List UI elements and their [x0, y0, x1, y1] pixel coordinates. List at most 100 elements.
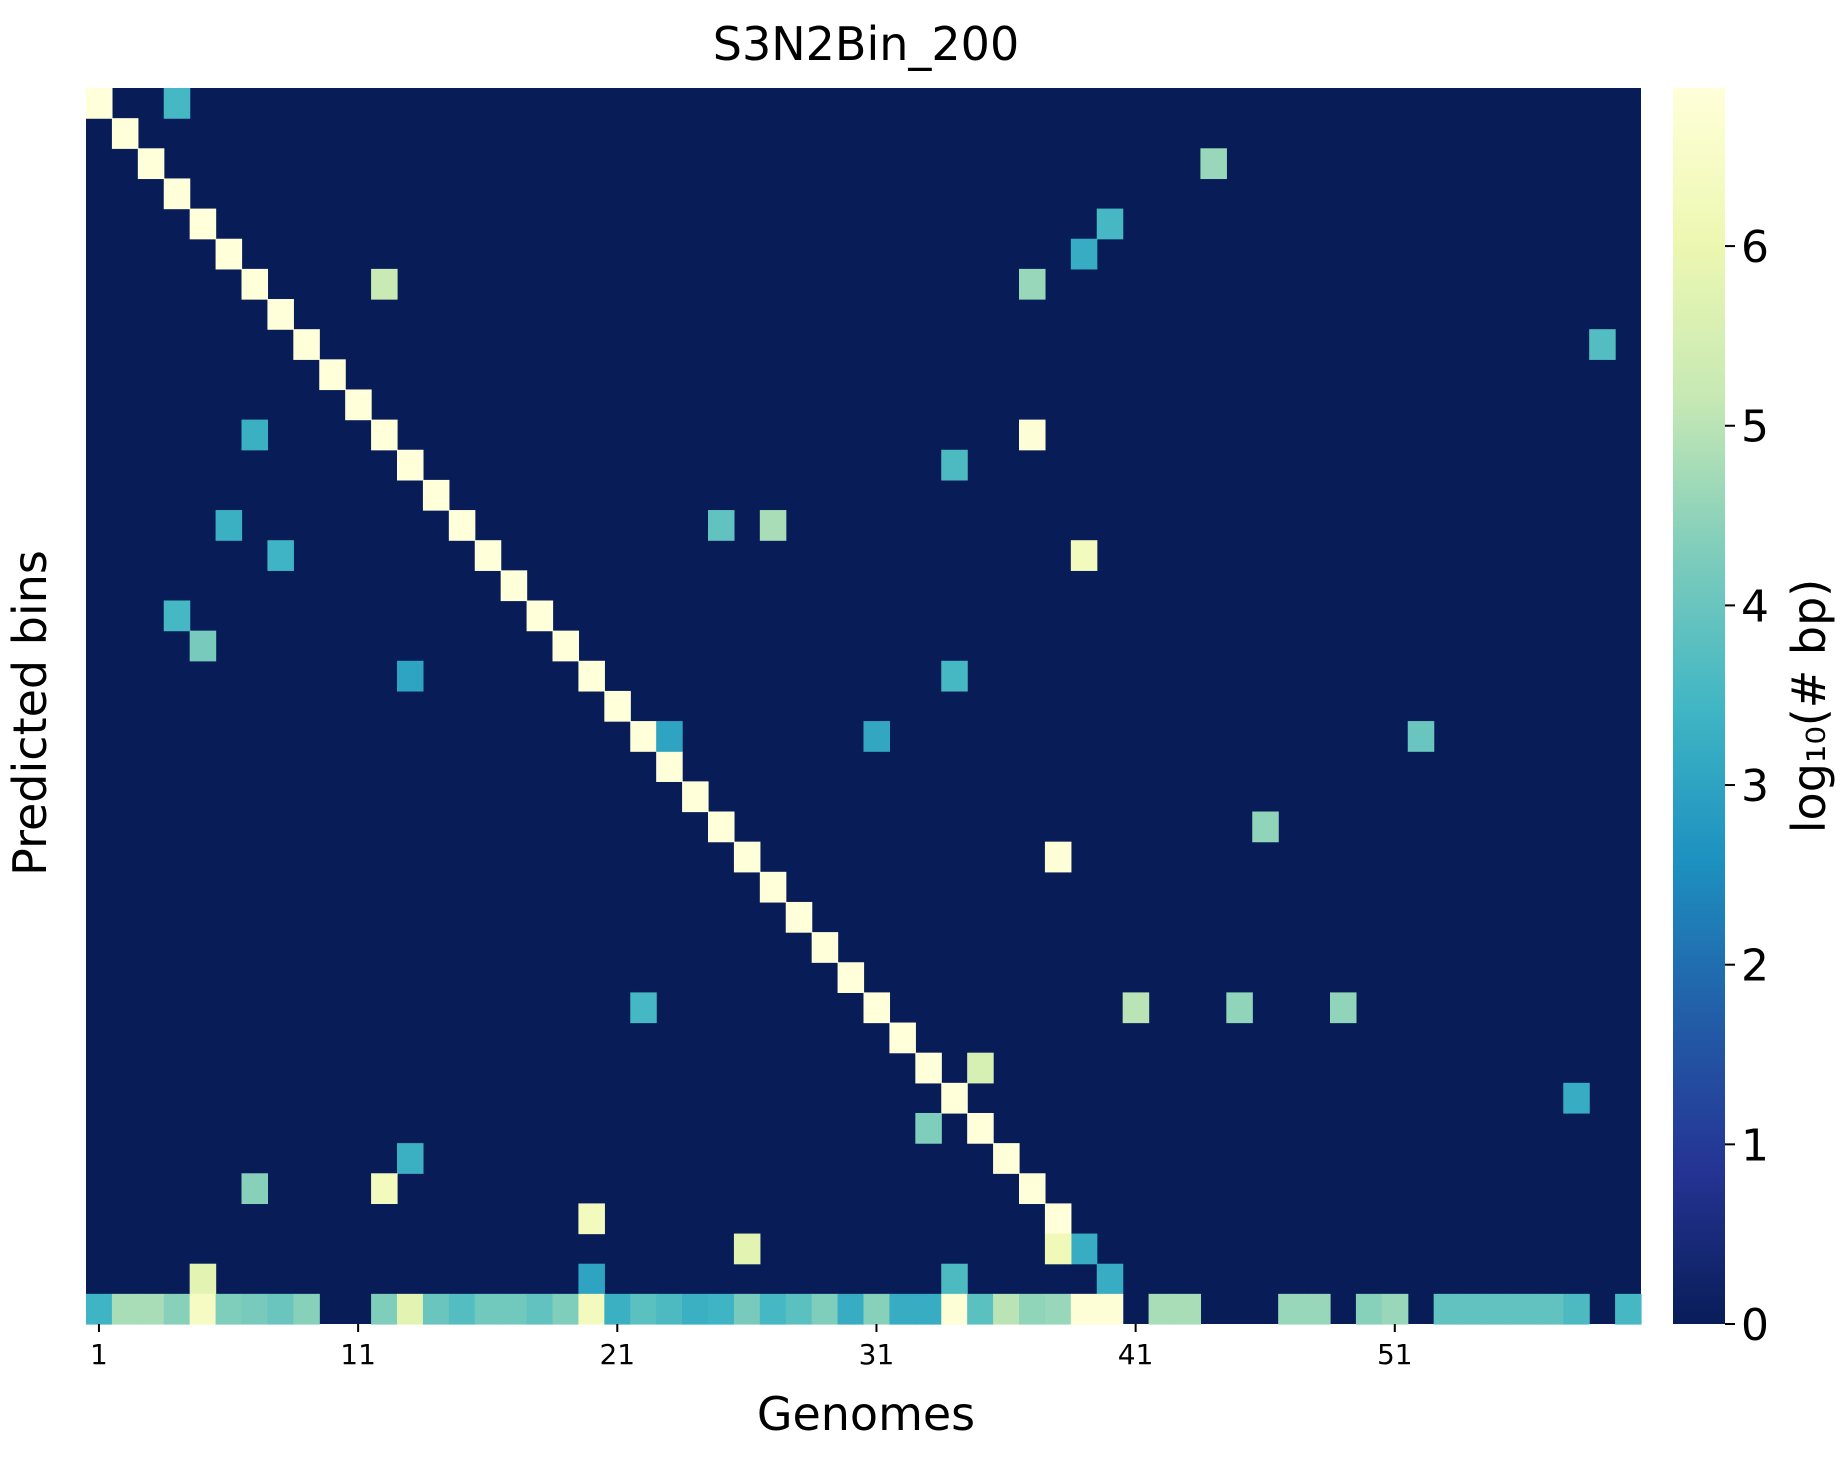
- colorbar-tick-label: 1: [1741, 1120, 1769, 1171]
- heatmap-cell: [163, 600, 191, 632]
- chart-title: S3N2Bin_200: [713, 17, 1019, 71]
- heatmap-cell: [137, 148, 165, 180]
- heatmap-cell: [1096, 1293, 1124, 1325]
- heatmap-cell: [397, 660, 424, 692]
- heatmap-cell: [1563, 1293, 1590, 1325]
- heatmap-cell: [708, 510, 735, 541]
- heatmap-cell: [733, 1233, 761, 1265]
- heatmap-cell: [1278, 1293, 1305, 1325]
- heatmap-cell: [397, 1143, 424, 1174]
- heatmap-cell: [578, 1293, 605, 1325]
- heatmap-cell: [941, 1082, 968, 1114]
- heatmap-cell: [578, 1203, 605, 1235]
- heatmap-cell: [163, 178, 191, 210]
- heatmap-cell: [397, 449, 424, 481]
- heatmap-cell: [889, 1293, 916, 1325]
- heatmap-cell: [863, 721, 891, 752]
- heatmap-cell: [1200, 148, 1227, 180]
- heatmap-cell: [656, 721, 683, 752]
- heatmap-cell: [1070, 540, 1098, 571]
- heatmap-cell: [448, 1293, 476, 1325]
- x-axis-label: Genomes: [757, 1387, 975, 1441]
- heatmap-cell: [915, 1112, 942, 1144]
- heatmap-cell: [163, 88, 191, 119]
- heatmap-cell: [941, 1263, 968, 1295]
- heatmap-cell: [630, 1293, 657, 1325]
- heatmap-cell: [1070, 1293, 1098, 1325]
- heatmap-background: [86, 88, 1641, 1324]
- heatmap-cell: [759, 871, 787, 903]
- heatmap-cell: [137, 1293, 165, 1325]
- heatmap-cell: [1070, 1233, 1098, 1265]
- x-tick-label: 41: [1118, 1338, 1154, 1371]
- heatmap-cell: [733, 1293, 761, 1325]
- x-tick-label: 21: [599, 1338, 635, 1371]
- heatmap-cell: [241, 1173, 269, 1205]
- heatmap-cell: [1096, 1263, 1124, 1295]
- heatmap-cell: [1330, 992, 1357, 1024]
- heatmap-cell: [993, 1143, 1020, 1174]
- heatmap-cell: [1252, 811, 1279, 843]
- heatmap-cell: [86, 1293, 113, 1325]
- heatmap-cell: [474, 540, 502, 571]
- heatmap-cell: [1148, 1293, 1176, 1325]
- heatmap-cell: [1044, 1203, 1072, 1235]
- colorbar-tick-label: 3: [1741, 761, 1769, 812]
- colorbar-label: log₁₀(# bp): [1782, 579, 1836, 833]
- heatmap-cell: [189, 208, 217, 240]
- heatmap-cell: [319, 359, 346, 391]
- heatmap-cell: [267, 299, 294, 330]
- heatmap-cell: [759, 1293, 787, 1325]
- heatmap-cell: [889, 1022, 916, 1054]
- heatmap-cell: [578, 1263, 605, 1295]
- heatmap-cell: [1070, 238, 1098, 270]
- heatmap-cell: [397, 1293, 424, 1325]
- heatmap-cell: [474, 1293, 502, 1325]
- colorbar-tick-label: 6: [1741, 222, 1769, 273]
- heatmap-cell: [345, 389, 372, 421]
- heatmap-cell: [1589, 329, 1616, 360]
- heatmap-cell: [578, 660, 605, 692]
- heatmap-cell: [1355, 1293, 1383, 1325]
- colorbar-tick-label: 4: [1741, 581, 1769, 632]
- heatmap-cell: [604, 1293, 631, 1325]
- heatmap-cell: [967, 1052, 994, 1084]
- heatmap-cell: [941, 1293, 968, 1325]
- heatmap-cell: [1407, 721, 1435, 752]
- heatmap-cell: [111, 1293, 139, 1325]
- heatmap-cell: [1537, 1293, 1564, 1325]
- heatmap-cell: [837, 962, 865, 993]
- heatmap-cell: [1044, 841, 1072, 873]
- heatmap-cell: [1019, 419, 1046, 451]
- heatmap-cell: [422, 479, 450, 511]
- heatmap-cell: [1304, 1293, 1331, 1325]
- heatmap-cell: [811, 932, 839, 963]
- heatmap-cell: [941, 660, 968, 692]
- heatmap-cell: [604, 690, 631, 722]
- x-axis-ticks: 1 11 21 31 41 51: [90, 1324, 1413, 1371]
- heatmap-cell: [941, 449, 968, 481]
- heatmap-cell: [448, 510, 476, 541]
- heatmap-cell: [500, 1293, 528, 1325]
- x-tick-label: 11: [340, 1338, 376, 1371]
- heatmap-cell: [733, 841, 761, 873]
- heatmap-cell: [708, 1293, 735, 1325]
- heatmap-cell: [656, 1293, 683, 1325]
- heatmap-cell: [1044, 1293, 1072, 1325]
- heatmap-cell: [682, 781, 709, 813]
- heatmap-cell: [215, 1293, 243, 1325]
- heatmap-cell: [422, 1293, 450, 1325]
- heatmap-cell: [993, 1293, 1020, 1325]
- heatmap-cell: [811, 1293, 839, 1325]
- heatmap-cell: [967, 1112, 994, 1144]
- x-tick-label: 31: [859, 1338, 895, 1371]
- heatmap-cell: [86, 88, 113, 119]
- heatmap-cell: [1122, 992, 1150, 1024]
- heatmap-cell: [500, 570, 528, 602]
- heatmap-cell: [785, 901, 813, 933]
- heatmap-cell: [1044, 1233, 1072, 1265]
- x-tick-label: 51: [1377, 1338, 1413, 1371]
- heatmap-cell: [526, 600, 554, 632]
- heatmap-cell: [189, 630, 217, 662]
